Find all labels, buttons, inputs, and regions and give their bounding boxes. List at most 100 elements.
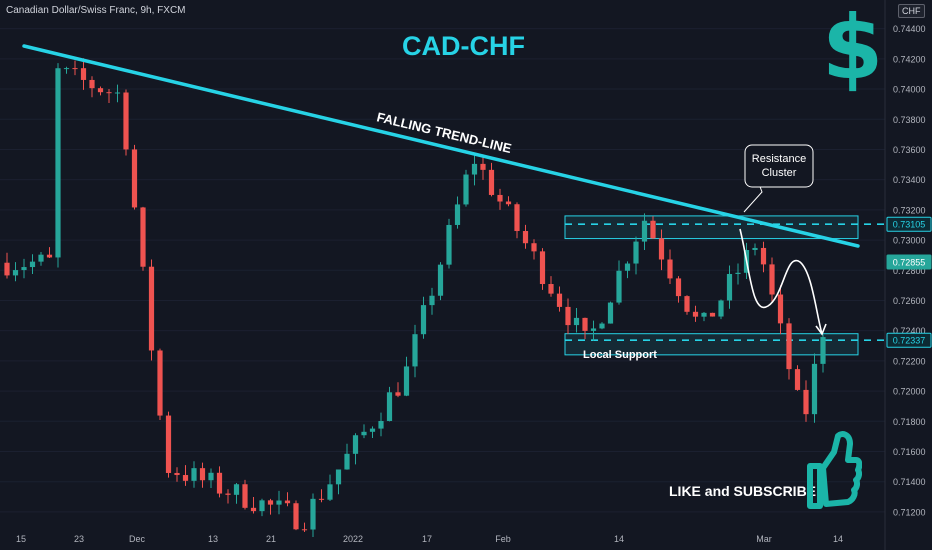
x-tick-label: 15 (16, 534, 26, 544)
last-price-tag (886, 254, 932, 270)
candle (480, 163, 486, 170)
y-tick-label: 0.74400 (893, 24, 926, 34)
y-tick-label: 0.74000 (893, 85, 926, 95)
x-tick-label: 13 (208, 534, 218, 544)
candle (182, 475, 189, 481)
candle (633, 241, 639, 264)
resistance-label-2: Cluster (762, 167, 797, 179)
candle (616, 270, 622, 303)
candle (46, 254, 53, 258)
candle (539, 251, 546, 285)
candle (242, 484, 248, 508)
candle (208, 472, 214, 481)
y-tick-label: 0.73000 (893, 236, 926, 246)
currency-badge[interactable]: CHF (898, 4, 925, 18)
x-tick-label: 21 (266, 534, 276, 544)
candle (505, 201, 512, 205)
candle (497, 194, 503, 202)
candle (386, 392, 393, 421)
candle (488, 169, 495, 195)
resistance-price-label: 0.73105 (893, 220, 926, 230)
x-tick-label: 14 (614, 534, 624, 544)
candle (437, 264, 444, 296)
support-label: Local Support (583, 349, 657, 361)
candle (352, 435, 359, 454)
candle (565, 306, 571, 326)
candle (140, 207, 146, 267)
candle (327, 484, 333, 500)
candle (284, 500, 291, 504)
candle (760, 247, 767, 265)
support-price-tag (886, 332, 932, 348)
candle (641, 220, 648, 242)
candle (794, 369, 801, 390)
x-tick-label: 23 (74, 534, 84, 544)
candle (420, 305, 427, 335)
candle (89, 79, 95, 89)
candle (548, 284, 554, 294)
candle (573, 317, 580, 326)
candle (80, 68, 87, 80)
candle (174, 472, 180, 476)
candle (777, 294, 784, 324)
candle (216, 472, 223, 494)
support-price-label: 0.72337 (893, 336, 926, 346)
symbol-title: Canadian Dollar/Swiss Franc, 9h, FXCM (6, 5, 186, 16)
candle (38, 254, 44, 262)
y-tick-label: 0.72000 (893, 387, 926, 397)
y-tick-label: 0.73600 (893, 145, 926, 155)
candle (454, 204, 461, 225)
candle (412, 334, 418, 367)
y-tick-label: 0.73800 (893, 115, 926, 125)
candle (318, 498, 325, 500)
resistance-label: Resistance (752, 153, 806, 165)
candle (726, 273, 733, 301)
candle (55, 68, 61, 258)
y-tick-label: 0.73400 (893, 175, 926, 185)
candle (123, 92, 129, 150)
x-tick-label: 14 (833, 534, 843, 544)
grid (0, 28, 885, 513)
resistance-callout (744, 144, 814, 188)
candle (820, 337, 826, 364)
candle (4, 262, 10, 276)
candle (361, 431, 367, 436)
candle (556, 293, 563, 307)
candle (463, 174, 469, 205)
candle (803, 389, 809, 415)
y-tick-label: 0.72600 (893, 296, 926, 306)
thumbs-up-icon (807, 431, 862, 509)
last-price-label: 0.72855 (893, 257, 926, 267)
x-tick-label: 17 (422, 534, 432, 544)
candle (531, 243, 537, 252)
candle (624, 263, 631, 271)
candle (165, 415, 172, 473)
projection-arrowhead (815, 323, 827, 336)
candle (335, 469, 342, 485)
candle (97, 88, 104, 93)
y-tick-label: 0.71400 (893, 477, 926, 487)
candle (650, 220, 656, 239)
candle (293, 503, 299, 530)
dollar-icon: $ (822, 0, 884, 99)
candle (378, 420, 384, 429)
candle (301, 529, 308, 531)
candle (148, 266, 155, 351)
projection-path (739, 228, 823, 335)
price-axis: 0.74400 0.74200 0.74000 0.73800 0.73600 0.734… (884, 0, 932, 550)
falling-trendline (22, 44, 860, 248)
candle (395, 392, 401, 396)
candle (675, 278, 682, 297)
candle (225, 493, 231, 495)
candle (250, 507, 257, 512)
candle (429, 295, 435, 306)
candle (709, 312, 716, 317)
zones (564, 215, 885, 356)
candle (63, 68, 70, 70)
candle (72, 68, 78, 70)
y-tick-label: 0.72800 (893, 266, 926, 276)
candle (403, 366, 410, 396)
y-tick-label: 0.72400 (893, 326, 926, 336)
candle (752, 247, 758, 251)
